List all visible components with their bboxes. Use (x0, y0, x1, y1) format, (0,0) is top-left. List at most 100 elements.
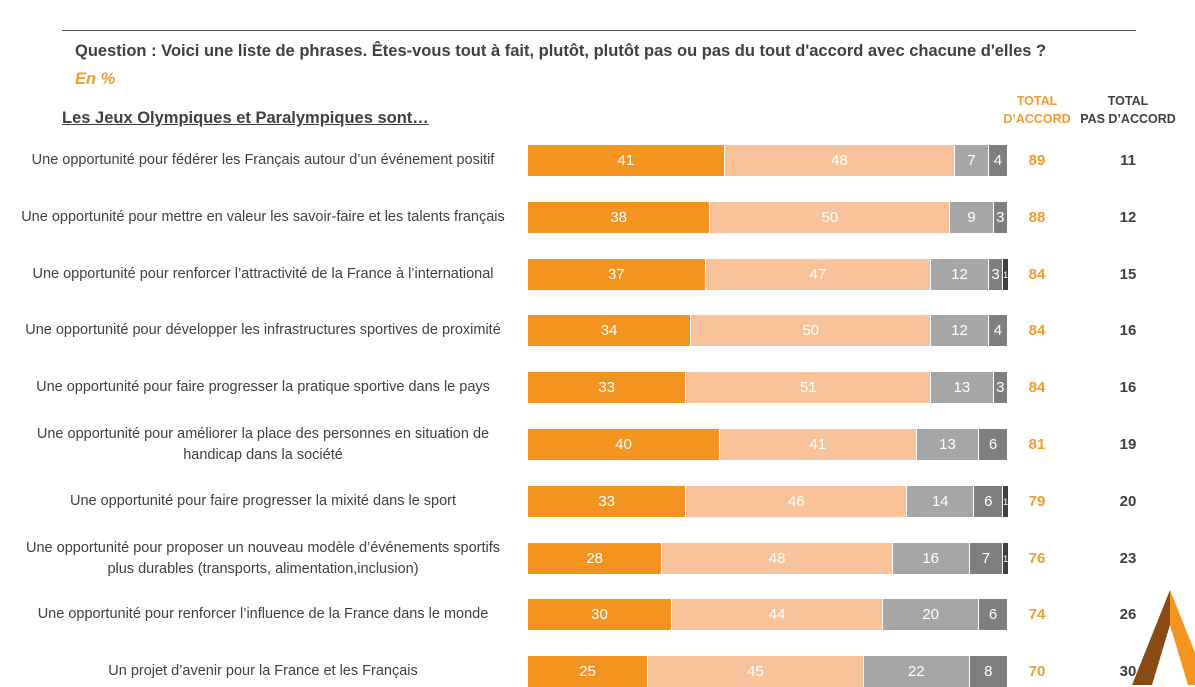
total-disagree-value: 19 (1119, 436, 1137, 453)
seg-value-label: 34 (600, 322, 618, 339)
seg-value-label: 1 (1003, 269, 1008, 280)
seg-plutot: 50 (710, 202, 951, 233)
seg-tout-a-fait: 37 (528, 259, 706, 290)
seg-value-label: 16 (922, 550, 940, 567)
category-label: Une opportunité pour développer les infr… (25, 322, 501, 338)
seg-plutot-pas: 14 (907, 486, 975, 517)
seg-plutot: 50 (691, 315, 932, 346)
question-text: Question : Voici une liste de phrases. Ê… (75, 42, 1047, 60)
seg-value-label: 14 (931, 493, 949, 510)
total-disagree-value: 11 (1120, 152, 1136, 169)
total-disagree-value: 20 (1119, 493, 1137, 510)
total-agree-header-line1: TOTAL (1016, 94, 1058, 108)
seg-value-label: 6 (984, 493, 993, 510)
bar-row: 41 48 7 4 (528, 145, 1008, 176)
seg-value-label: 1 (1003, 553, 1008, 564)
total-disagree-value: 16 (1119, 322, 1137, 339)
seg-plutot: 51 (686, 372, 932, 403)
total-disagree-value: 15 (1119, 266, 1137, 283)
category-label: Une opportunité pour proposer un nouveau… (26, 540, 500, 577)
seg-pas-du-tout: 7 (969, 543, 1004, 574)
seg-value-label: 48 (831, 152, 848, 169)
seg-pas-du-tout: 3 (988, 259, 1004, 290)
seg-value-label: 50 (821, 209, 839, 226)
seg-nsp: 1 (1003, 543, 1008, 574)
seg-value-label: 41 (809, 436, 827, 453)
total-agree-value: 84 (1028, 379, 1046, 396)
seg-tout-a-fait: 40 (528, 429, 720, 460)
seg-value-label: 4 (993, 152, 1003, 169)
seg-value-label: 51 (799, 379, 817, 396)
seg-value-label: 9 (967, 209, 976, 226)
seg-value-label: 7 (981, 550, 991, 567)
total-disagree-header-line1: TOTAL (1107, 94, 1149, 108)
seg-value-label: 4 (993, 322, 1003, 339)
total-agree-value: 88 (1028, 209, 1046, 226)
seg-tout-a-fait: 28 (528, 543, 663, 574)
seg-plutot-pas: 9 (950, 202, 994, 233)
seg-nsp: 1 (1003, 486, 1008, 517)
seg-plutot: 48 (662, 543, 893, 574)
seg-value-label: 47 (809, 266, 827, 283)
bar-row: 34 50 12 4 (528, 315, 1008, 346)
chart-title: Les Jeux Olympiques et Paralympiques son… (62, 109, 429, 127)
seg-value-label: 1 (1003, 496, 1008, 507)
total-agree-header: TOTAL D’ACCORD (1000, 92, 1074, 128)
seg-tout-a-fait: 34 (528, 315, 692, 346)
total-agree-value: 81 (1028, 436, 1046, 453)
seg-plutot-pas: 7 (955, 145, 989, 176)
total-agree-value: 74 (1028, 606, 1046, 623)
seg-pas-du-tout: 3 (993, 372, 1008, 403)
seg-plutot: 47 (705, 259, 932, 290)
bar-row: 30 44 20 6 (528, 599, 1008, 630)
brand-logo (1132, 590, 1195, 685)
seg-value-label: 37 (607, 266, 625, 283)
seg-value-label: 46 (787, 493, 805, 510)
seg-value-label: 3 (996, 209, 1005, 226)
seg-tout-a-fait: 38 (528, 202, 711, 233)
seg-value-label: 3 (996, 379, 1005, 396)
total-agree-value: 84 (1028, 322, 1046, 339)
seg-value-label: 48 (768, 550, 786, 567)
category-label: Une opportunité pour renforcer l’attract… (32, 266, 494, 282)
total-agree-value: 79 (1028, 493, 1046, 510)
seg-value-label: 13 (939, 436, 956, 453)
seg-value-label: 12 (951, 322, 968, 339)
seg-plutot-pas: 13 (931, 372, 994, 403)
seg-value-label: 30 (591, 606, 608, 623)
seg-pas-du-tout: 4 (988, 145, 1008, 176)
seg-plutot-pas: 12 (931, 315, 989, 346)
seg-value-label: 33 (598, 493, 616, 510)
total-disagree-header: TOTAL PAS D’ACCORD (1078, 92, 1178, 128)
category-label: Une opportunité pour améliorer la place … (36, 426, 490, 463)
seg-tout-a-fait: 33 (528, 372, 687, 403)
seg-value-label: 12 (951, 266, 968, 283)
seg-tout-a-fait: 41 (528, 145, 725, 176)
seg-value-label: 33 (598, 379, 616, 396)
bar-row: 40 41 13 6 (528, 429, 1008, 460)
seg-tout-a-fait: 30 (528, 599, 672, 630)
total-disagree-value: 23 (1119, 550, 1137, 567)
unit-label: En % (75, 70, 116, 88)
seg-plutot-pas: 12 (931, 259, 989, 290)
seg-pas-du-tout: 6 (979, 429, 1008, 460)
seg-value-label: 7 (967, 152, 976, 169)
seg-tout-a-fait: 33 (528, 486, 687, 517)
total-agree-value: 89 (1028, 152, 1046, 169)
total-disagree-value: 12 (1119, 209, 1137, 226)
seg-value-label: 50 (802, 322, 820, 339)
category-label: Une opportunité pour faire progresser la… (69, 493, 457, 509)
seg-plutot: 46 (686, 486, 908, 517)
seg-value-label: 13 (953, 379, 971, 396)
total-disagree-value: 16 (1119, 379, 1137, 396)
seg-plutot-pas: 13 (916, 429, 980, 460)
seg-value-label: 20 (922, 606, 940, 623)
seg-value-label: 6 (988, 606, 998, 623)
bar-row: 33 46 14 6 1 (528, 486, 1008, 517)
seg-plutot: 48 (724, 145, 956, 176)
seg-pas-du-tout: 6 (979, 599, 1008, 630)
seg-plutot: 41 (720, 429, 917, 460)
total-agree-header-line2: D’ACCORD (1003, 112, 1071, 126)
category-label: Une opportunité pour fédérer les Françai… (31, 152, 495, 168)
seg-value-label: 38 (610, 209, 628, 226)
